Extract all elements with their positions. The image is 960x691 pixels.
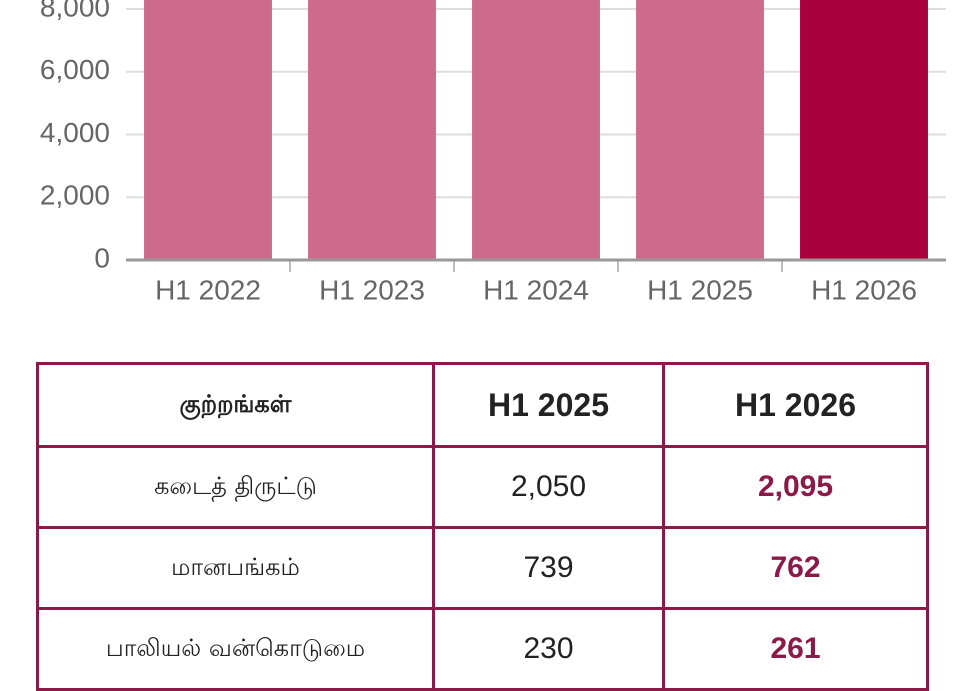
crime-table: குற்றங்கள் H1 2025 H1 2026 கடைத் திருட்ட… bbox=[36, 362, 929, 691]
table-cell: 739 bbox=[432, 526, 665, 610]
header-cell: குற்றங்கள் bbox=[36, 362, 435, 448]
table-row: மானபங்கம் 739 762 bbox=[36, 526, 929, 610]
table-cell: 762 bbox=[662, 526, 929, 610]
table-row: பாலியல் வன்கொடுமை 230 261 bbox=[36, 607, 929, 691]
table-body: கடைத் திருட்டு 2,050 2,095 மானபங்கம் 739 762 ப… bbox=[36, 445, 929, 691]
bar bbox=[800, 0, 928, 260]
table-cell: கடைத் திருட்டு bbox=[36, 445, 435, 529]
bar bbox=[472, 0, 600, 260]
chart: 0 2,000 4,000 6,000 8,000 H1 2022 H1 2023 H1 20… bbox=[40, 0, 946, 305]
table-cell: மானபங்கம் bbox=[36, 526, 435, 610]
table-cell: 2,095 bbox=[662, 445, 929, 529]
page: 0 2,000 4,000 6,000 8,000 H1 2022 H1 2023 H1 20… bbox=[36, 0, 946, 691]
bar bbox=[144, 0, 272, 261]
table-row: கடைத் திருட்டு 2,050 2,095 bbox=[36, 445, 929, 529]
x-tick-label: H1 2022 bbox=[155, 274, 261, 305]
x-tick-label: H1 2023 bbox=[319, 274, 425, 305]
y-tick-label: 8,000 bbox=[40, 0, 110, 22]
table-cell: 230 bbox=[432, 607, 665, 691]
bar bbox=[308, 0, 436, 261]
x-tick-label: H1 2026 bbox=[811, 274, 917, 305]
x-tick-label: H1 2025 bbox=[647, 274, 753, 305]
bar bbox=[636, 0, 764, 261]
y-tick-label: 6,000 bbox=[40, 54, 110, 85]
header-cell: H1 2025 bbox=[432, 362, 665, 448]
y-tick-label: 0 bbox=[94, 242, 110, 273]
y-tick-label: 2,000 bbox=[40, 180, 110, 211]
table-cell: பாலியல் வன்கொடுமை bbox=[36, 607, 435, 691]
table-cell: 261 bbox=[662, 607, 929, 691]
x-tick-label: H1 2024 bbox=[483, 274, 589, 305]
header-cell: H1 2026 bbox=[662, 362, 929, 448]
table-cell: 2,050 bbox=[432, 445, 665, 529]
y-tick-label: 4,000 bbox=[40, 117, 110, 148]
